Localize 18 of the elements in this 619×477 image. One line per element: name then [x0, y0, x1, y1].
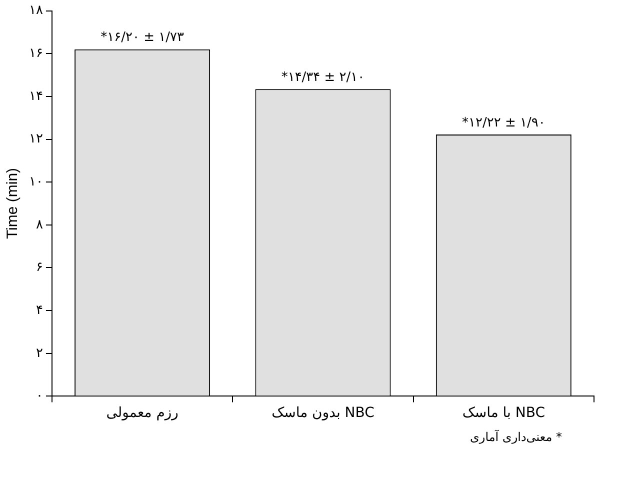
- x-tick-label: رزم معمولی: [106, 405, 178, 422]
- y-tick-label: ۶: [36, 260, 43, 276]
- data-label: *۱۴/۳۴ ± ۲/۱۰: [281, 70, 365, 86]
- y-tick-label: ۲: [36, 346, 43, 361]
- y-tick-label: ۴: [36, 302, 43, 318]
- y-tick-label: ۰: [36, 388, 43, 404]
- y-axis-title: Time (min): [4, 168, 22, 240]
- y-tick-label: ۱۰: [28, 174, 43, 190]
- x-tick-label: بدون ماسک NBC: [272, 405, 375, 422]
- x-tick-label: با ماسک NBC: [462, 405, 546, 422]
- y-tick-label: ۱۸: [28, 3, 43, 18]
- y-tick-label: ۸: [36, 217, 43, 232]
- y-tick-label: ۱۲: [28, 132, 43, 147]
- text: * معنی‌داری آماری: [470, 430, 562, 444]
- data-label: *۱۶/۲۰ ± ۱/۷۳: [100, 30, 184, 46]
- y-tick-label: ۱۴: [28, 88, 43, 104]
- data-label: *۱۲/۲۲ ± ۱/۹۰: [462, 115, 546, 130]
- y-tick-label: ۱۶: [28, 46, 43, 61]
